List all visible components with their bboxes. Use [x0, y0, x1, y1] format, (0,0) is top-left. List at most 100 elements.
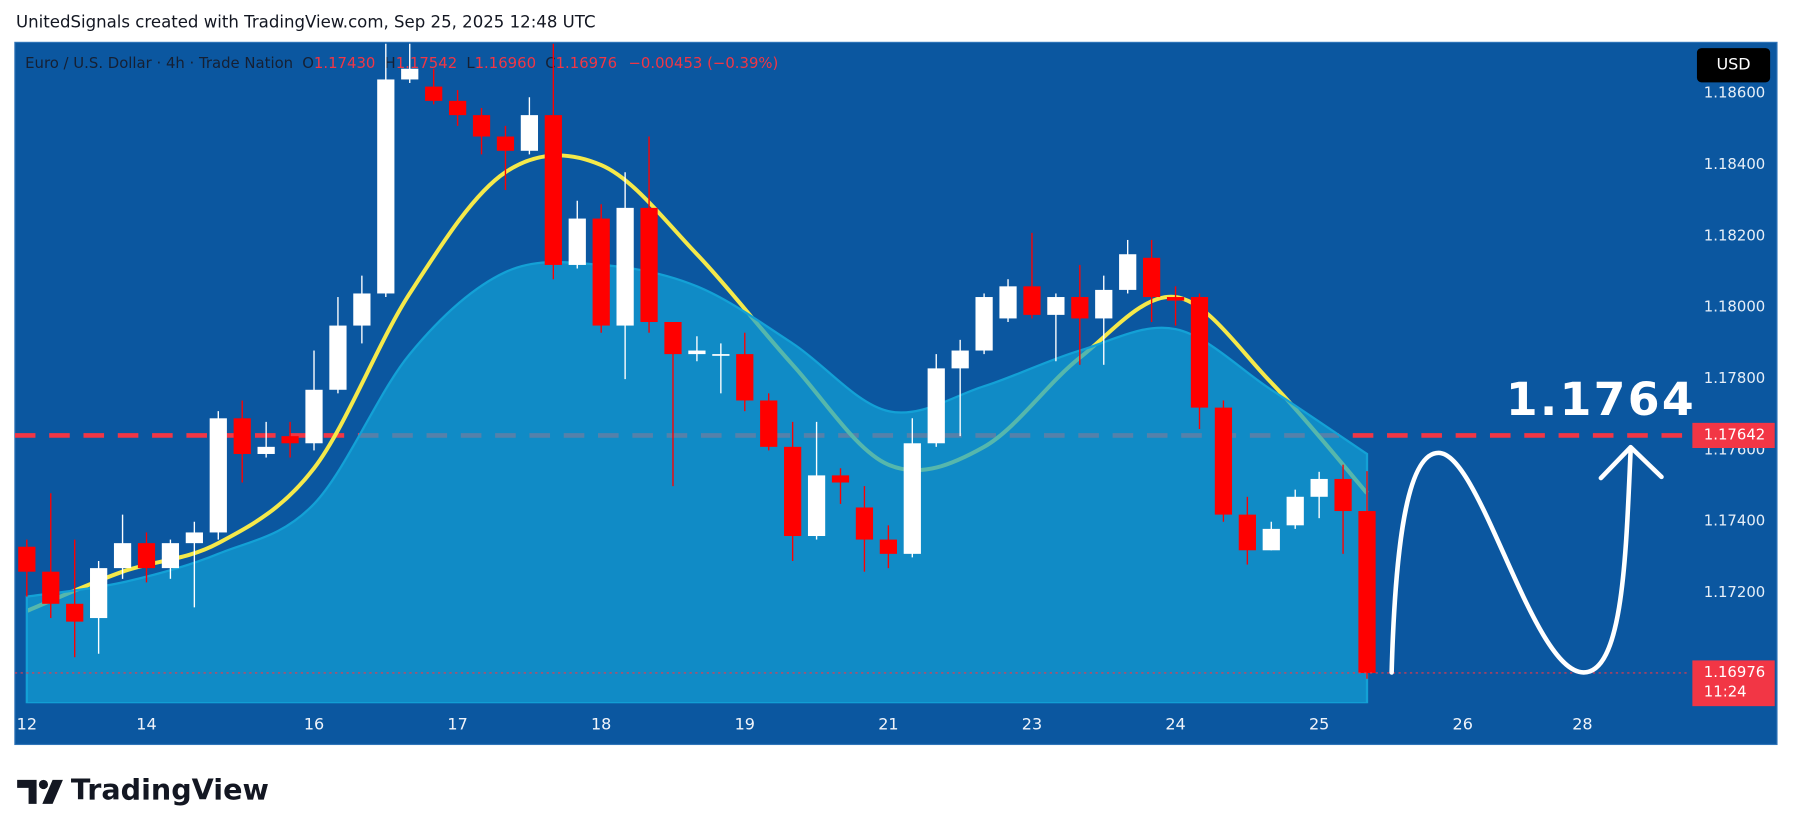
x-tick-label: 23: [1022, 715, 1042, 734]
target-annotation: 1.1764: [1506, 373, 1696, 426]
candle-body: [1358, 511, 1376, 673]
change: −0.00453 (−0.39%): [628, 54, 778, 72]
candle-body: [879, 539, 897, 554]
candle-body: [113, 543, 132, 569]
ohlc-value: 1.17430: [314, 54, 375, 72]
candle-body: [66, 603, 84, 622]
candle-body: [1143, 257, 1161, 298]
x-tick-label: 18: [591, 715, 611, 734]
moving-average-area: [25, 260, 1369, 704]
x-tick-label: 16: [304, 715, 324, 734]
candle-body: [688, 350, 706, 355]
candle-body: [855, 507, 874, 540]
y-tick-label: 1.17800: [1704, 369, 1765, 387]
level-price-box: [1692, 422, 1775, 449]
ohlc-key: O: [302, 54, 314, 72]
logo-slash: [42, 779, 63, 804]
candle-body: [712, 354, 730, 356]
last-price-label: 1.16976: [1704, 663, 1765, 681]
x-tick-label: 19: [735, 715, 755, 734]
candle-body: [760, 400, 778, 447]
candle-body: [616, 207, 634, 326]
candle-body: [448, 100, 467, 116]
candle-body: [42, 571, 60, 604]
countdown-label: 11:24: [1704, 682, 1747, 700]
candle-body: [425, 86, 443, 101]
ohlc-value: 1.16976: [556, 54, 617, 72]
candle-body: [1071, 297, 1089, 319]
candle-body: [1262, 528, 1280, 551]
candle-body: [401, 68, 419, 80]
y-tick-label: 1.18200: [1704, 226, 1765, 244]
plot-area: [14, 43, 1691, 704]
ohlc-key: C: [545, 54, 555, 72]
axes: 1.1764 12 14 16 17 18 19 21 23 24 25 26 28 1.17200 1.1…: [17, 84, 1775, 734]
candle-body: [640, 207, 658, 323]
candle-body: [1238, 514, 1256, 551]
symbol-legend: Euro / U.S. Dollar · 4h · Trade Nation O1…: [25, 54, 778, 72]
candle-body: [975, 297, 993, 351]
candle-body: [807, 475, 826, 537]
currency-button[interactable]: [1696, 48, 1771, 83]
candle-body: [1286, 496, 1304, 526]
candle-body: [736, 354, 754, 401]
x-tick-label: 12: [17, 715, 37, 734]
x-tick-label: 26: [1453, 715, 1473, 734]
candle-body: [353, 293, 371, 326]
caption: UnitedSignals created with TradingView.c…: [16, 12, 596, 31]
candle-body: [496, 136, 515, 151]
y-tick-label: 1.18600: [1704, 84, 1765, 102]
candle-body: [1334, 478, 1352, 512]
candle-body: [472, 115, 491, 137]
candle-body: [18, 546, 36, 572]
candle-body: [1214, 407, 1233, 515]
brand-logo: TradingView: [17, 772, 269, 806]
candle-body: [281, 436, 299, 444]
y-tick-label: 1.17400: [1704, 512, 1765, 530]
ohlc-value: 1.16960: [475, 54, 536, 72]
candle-body: [784, 446, 802, 537]
brand-name: TradingView: [71, 772, 269, 806]
arrow-head: [1598, 444, 1664, 481]
candle-body: [1190, 297, 1209, 408]
logo-mark: [17, 779, 37, 804]
x-tick-label: 17: [447, 715, 467, 734]
currency-label: USD: [1716, 55, 1750, 74]
x-tick-label: 28: [1572, 715, 1592, 734]
candle-body: [90, 568, 108, 619]
candle-body: [831, 475, 850, 483]
x-tick-label: 21: [878, 715, 898, 734]
x-tick-label: 25: [1309, 715, 1329, 734]
candle-body: [377, 79, 395, 294]
candle-body: [137, 543, 156, 569]
candle-body: [1047, 297, 1065, 315]
candle-body: [951, 350, 969, 369]
logo-dot: [38, 779, 49, 790]
candle-body: [1095, 289, 1113, 319]
projection-arrow: [1389, 448, 1633, 675]
candle-body: [1119, 254, 1137, 290]
candle-body: [257, 446, 275, 454]
candle-body: [305, 389, 323, 444]
candle-body: [592, 218, 610, 326]
candle-body: [161, 543, 180, 569]
candle-body: [1166, 297, 1185, 301]
candle-body: [903, 443, 921, 554]
y-tick-label: 1.18000: [1704, 298, 1765, 316]
y-tick-label: 1.18400: [1704, 155, 1765, 173]
x-tick-label: 14: [136, 715, 156, 734]
x-tick-label: 24: [1165, 715, 1185, 734]
candle-body: [233, 418, 251, 454]
candle-body: [568, 218, 586, 265]
level-price-label: 1.17642: [1704, 425, 1765, 443]
candle-body: [1310, 478, 1328, 497]
candle-body: [544, 115, 562, 265]
ohlc-key: L: [466, 54, 475, 72]
y-tick-label: 1.17200: [1704, 583, 1765, 601]
candle-body: [1023, 286, 1041, 315]
symbol: Euro / U.S. Dollar · 4h · Trade Nation: [25, 54, 293, 72]
candle-body: [329, 325, 347, 390]
candle-body: [999, 286, 1017, 319]
